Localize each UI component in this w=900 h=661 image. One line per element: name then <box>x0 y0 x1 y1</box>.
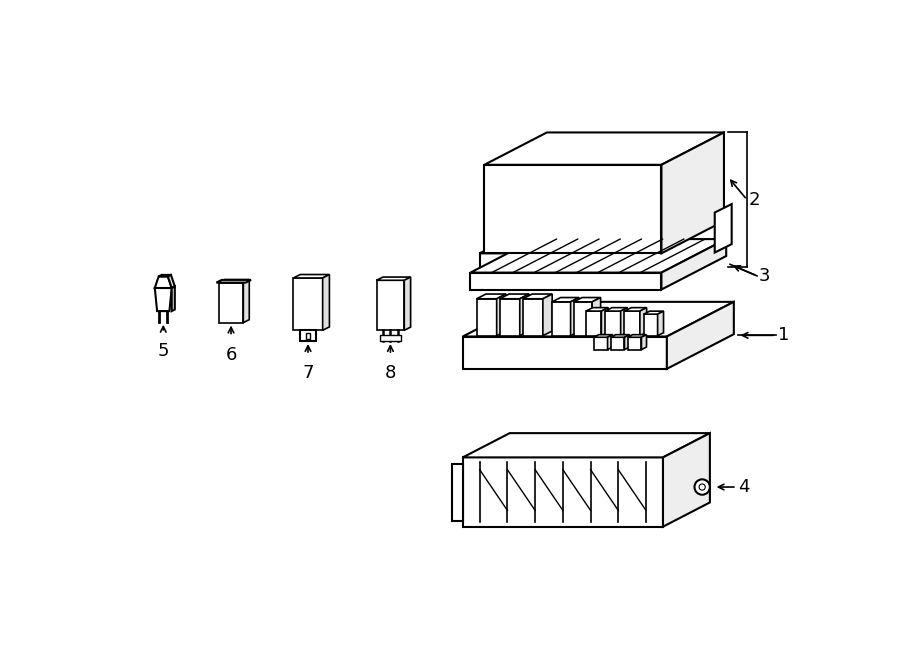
Polygon shape <box>573 302 592 336</box>
Polygon shape <box>500 299 520 336</box>
Polygon shape <box>168 275 175 288</box>
Polygon shape <box>573 297 600 302</box>
Polygon shape <box>219 283 243 323</box>
Polygon shape <box>306 332 310 339</box>
Polygon shape <box>605 307 627 311</box>
Polygon shape <box>592 297 600 336</box>
Polygon shape <box>523 299 543 336</box>
Text: 7: 7 <box>302 364 314 382</box>
Polygon shape <box>158 275 171 276</box>
Polygon shape <box>586 307 608 311</box>
Polygon shape <box>644 314 658 336</box>
Polygon shape <box>404 277 410 330</box>
Polygon shape <box>605 311 621 336</box>
Polygon shape <box>480 241 691 253</box>
Polygon shape <box>477 299 497 336</box>
Polygon shape <box>608 334 613 350</box>
Polygon shape <box>625 334 630 350</box>
Polygon shape <box>463 457 663 527</box>
Polygon shape <box>293 274 329 278</box>
Text: 6: 6 <box>225 346 237 364</box>
Polygon shape <box>322 274 329 330</box>
Polygon shape <box>667 302 734 369</box>
Polygon shape <box>484 165 662 253</box>
Polygon shape <box>480 253 666 267</box>
Polygon shape <box>610 334 630 337</box>
Polygon shape <box>219 280 249 283</box>
Polygon shape <box>543 294 553 336</box>
Polygon shape <box>715 204 732 253</box>
Polygon shape <box>627 334 646 337</box>
Text: 8: 8 <box>384 364 396 382</box>
Polygon shape <box>155 276 172 288</box>
Polygon shape <box>662 239 726 290</box>
Polygon shape <box>497 294 506 336</box>
Polygon shape <box>627 337 642 350</box>
Polygon shape <box>610 337 625 350</box>
Polygon shape <box>376 280 404 330</box>
Polygon shape <box>666 241 691 267</box>
Polygon shape <box>658 311 663 336</box>
Polygon shape <box>552 302 571 336</box>
Polygon shape <box>642 334 646 350</box>
Polygon shape <box>216 280 251 283</box>
Polygon shape <box>552 297 579 302</box>
Polygon shape <box>621 307 627 336</box>
Polygon shape <box>594 334 613 337</box>
Polygon shape <box>484 132 724 165</box>
Polygon shape <box>625 311 640 336</box>
Polygon shape <box>471 272 662 290</box>
Circle shape <box>695 479 710 494</box>
Polygon shape <box>625 307 647 311</box>
Polygon shape <box>172 286 175 311</box>
Polygon shape <box>243 280 249 323</box>
Polygon shape <box>155 288 172 311</box>
Polygon shape <box>594 337 608 350</box>
Polygon shape <box>644 311 663 314</box>
Polygon shape <box>500 294 529 299</box>
Polygon shape <box>523 294 553 299</box>
Polygon shape <box>571 297 579 336</box>
Text: 2: 2 <box>749 191 760 209</box>
Text: 1: 1 <box>778 327 789 344</box>
Polygon shape <box>520 294 529 336</box>
Text: 4: 4 <box>738 478 750 496</box>
Polygon shape <box>380 335 401 341</box>
Polygon shape <box>662 132 724 253</box>
Polygon shape <box>463 433 710 457</box>
Polygon shape <box>452 463 463 520</box>
Polygon shape <box>601 307 608 336</box>
Polygon shape <box>640 307 647 336</box>
Polygon shape <box>471 239 726 272</box>
Polygon shape <box>376 277 410 280</box>
Polygon shape <box>586 311 601 336</box>
Polygon shape <box>463 302 734 336</box>
Circle shape <box>699 484 706 490</box>
Polygon shape <box>463 336 667 369</box>
Polygon shape <box>663 433 710 527</box>
Polygon shape <box>477 294 506 299</box>
Text: 3: 3 <box>759 267 770 285</box>
Polygon shape <box>293 278 322 330</box>
Text: 5: 5 <box>158 342 169 360</box>
Polygon shape <box>301 330 316 341</box>
